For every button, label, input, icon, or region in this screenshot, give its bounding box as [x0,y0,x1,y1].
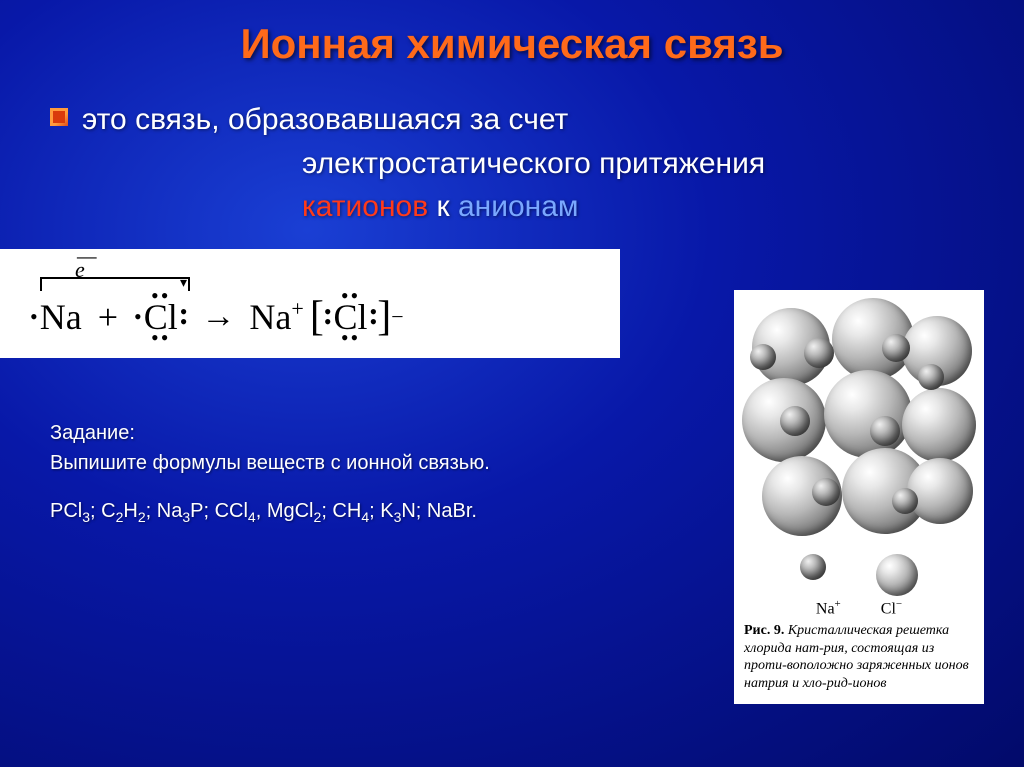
e-bar: — [77,243,97,269]
definition-line2: электростатического притяжения [82,142,765,186]
na-atom: Na [40,296,82,338]
bullet-icon [50,108,68,126]
slide: Ионная химическая связь это связь, образ… [0,0,1024,767]
anion-word: анионам [458,190,579,223]
figure-caption: Рис. 9. Кристаллическая решетка хлорида … [742,622,976,696]
legend-spheres [742,554,976,596]
legend-na-sphere [800,554,826,580]
lattice-diagram [742,298,972,548]
definition-line1: это связь, образовавшаяся за счет [82,98,765,142]
arrow-icon: → [201,298,235,336]
lattice-panel: Na+ Cl− Рис. 9. Кристаллическая решетка … [734,290,984,704]
na-ion: Na+ [249,296,303,338]
plus-sign: + [98,296,118,338]
legend-labels: Na+ Cl− [742,598,976,618]
legend-cl: Cl− [881,598,902,618]
slide-title: Ионная химическая связь [50,20,974,68]
cation-word: катионов [302,190,428,223]
transfer-bracket [40,277,190,301]
fig-label: Рис. 9. [744,623,784,638]
down-arrow-icon: ▾ [180,275,187,292]
cl-ion-bracket: [ •• •• Cl •• •• ]− [310,293,404,342]
definition-line3: катионов к анионам [82,185,765,229]
equation-box: — e ▾ • Na + •• • Cl •• •• → Na+ [ [0,249,620,358]
legend-na: Na+ [816,598,841,618]
k-word: к [428,190,458,223]
legend-cl-sphere [876,554,918,596]
definition-block: это связь, образовавшаяся за счет электр… [50,98,974,229]
